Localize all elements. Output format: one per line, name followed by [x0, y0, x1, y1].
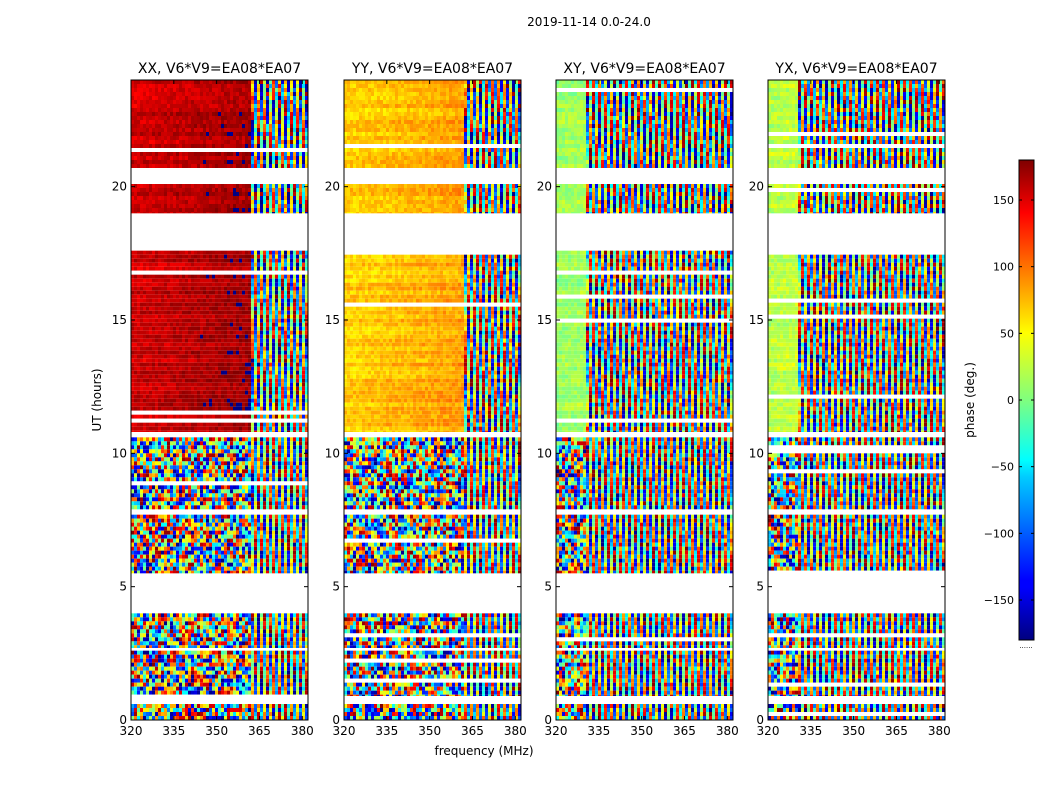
panel-heatmap: [768, 80, 945, 720]
panel-frame: [130, 79, 309, 721]
y-tick-label: 0: [119, 713, 127, 727]
y-tick-label: 0: [544, 713, 552, 727]
x-tick-label: 350: [205, 724, 228, 738]
y-tick-label: 0: [756, 713, 764, 727]
y-tick-label: 10: [112, 446, 127, 460]
y-tick-label: 5: [756, 580, 764, 594]
panel-title: XY, V6*V9=EA08*EA07: [563, 61, 725, 77]
x-tick-label: 380: [928, 724, 951, 738]
panel-0: XX, V6*V9=EA08*EA07 320 335 350 365 380 0 5 10 15…: [112, 61, 314, 738]
figure-title: 2019-11-14 0.0-24.0: [527, 15, 651, 29]
panel-title: YY, V6*V9=EA08*EA07: [351, 61, 513, 77]
panel-1: YY, V6*V9=EA08*EA07 320 335 350 365 380 0 5 10 15…: [325, 61, 527, 738]
panel-frame: [555, 79, 734, 721]
x-tick-label: 365: [248, 724, 271, 738]
colorbar-extra-label: ......: [1019, 642, 1032, 650]
y-tick-label: 0: [332, 713, 340, 727]
panel-2: XY, V6*V9=EA08*EA07 320 335 350 365 380 0 5 10 15…: [537, 61, 739, 738]
panel-frame: [343, 79, 522, 721]
y-tick-label: 20: [537, 180, 552, 194]
colorbar-tick-label: −50: [991, 461, 1014, 474]
y-tick-label: 10: [537, 446, 552, 460]
y-tick-label: 20: [112, 180, 127, 194]
y-tick-label: 20: [325, 180, 340, 194]
x-tick-label: 320: [120, 724, 143, 738]
x-tick-label: 350: [630, 724, 653, 738]
colorbar-tick-label: −150: [984, 594, 1014, 607]
panel-title: YX, V6*V9=EA08*EA07: [774, 61, 937, 77]
x-tick-label: 335: [587, 724, 610, 738]
x-tick-label: 320: [333, 724, 356, 738]
panel-heatmap: [131, 80, 308, 720]
y-tick-label: 5: [544, 580, 552, 594]
x-tick-label: 335: [799, 724, 822, 738]
colorbar-ticks: 150 100 50 0 −50 −100 −150: [984, 194, 1034, 607]
y-tick-label: 20: [749, 180, 764, 194]
y-tick-label: 5: [332, 580, 340, 594]
colorbar-tick-label: 0: [1007, 394, 1014, 407]
x-tick-label: 350: [418, 724, 441, 738]
y-tick-label: 10: [325, 446, 340, 460]
x-tick-label: 380: [716, 724, 739, 738]
colorbar-tick-label: 50: [1000, 327, 1014, 340]
y-tick-label: 5: [119, 580, 127, 594]
y-tick-label: 15: [325, 313, 340, 327]
x-axis-label: frequency (MHz): [434, 744, 533, 758]
y-tick-label: 15: [112, 313, 127, 327]
x-tick-label: 365: [673, 724, 696, 738]
panel-3: YX, V6*V9=EA08*EA07 320 335 350 365 380 0 5 10 15…: [749, 61, 951, 738]
colorbar-tick-label: 100: [993, 261, 1014, 274]
panel-title: XX, V6*V9=EA08*EA07: [138, 61, 301, 77]
y-axis-label: UT (hours): [90, 368, 104, 431]
x-tick-label: 320: [757, 724, 780, 738]
panel-frame: [767, 79, 946, 721]
colorbar: 150 100 50 0 −50 −100 −150 phase (deg.) ......: [963, 159, 1035, 650]
panels-layer: XX, V6*V9=EA08*EA07 320 335 350 365 380 0 5 10 15…: [112, 61, 951, 738]
colorbar-label: phase (deg.): [963, 362, 977, 438]
x-tick-label: 320: [545, 724, 568, 738]
x-tick-label: 350: [842, 724, 865, 738]
x-tick-label: 365: [885, 724, 908, 738]
x-tick-label: 380: [291, 724, 314, 738]
colorbar-tick-label: 150: [993, 194, 1014, 207]
y-tick-label: 15: [749, 313, 764, 327]
colorbar-tick-label: −100: [984, 527, 1014, 540]
x-tick-label: 335: [162, 724, 185, 738]
y-tick-label: 15: [537, 313, 552, 327]
panel-heatmap: [344, 80, 521, 720]
x-tick-label: 335: [375, 724, 398, 738]
x-tick-label: 380: [504, 724, 527, 738]
panel-heatmap: [556, 80, 733, 720]
x-tick-label: 365: [461, 724, 484, 738]
y-tick-label: 10: [749, 446, 764, 460]
